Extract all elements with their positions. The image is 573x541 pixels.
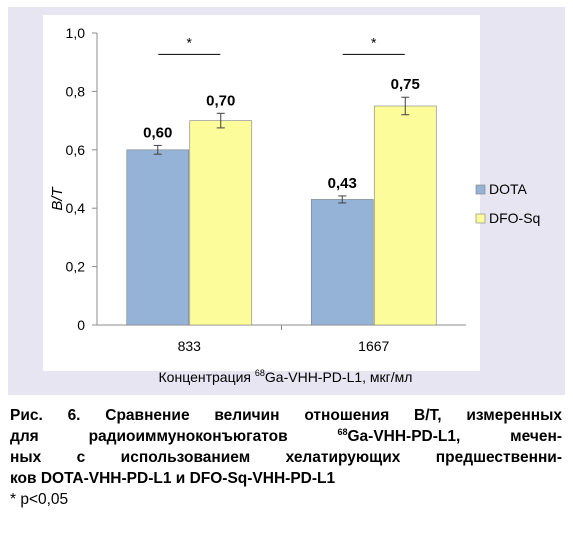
caption-line-2: для радиоиммуноконъюгатов 68Ga-VHH-PD-L1… [10, 426, 562, 447]
bar-dfo-sq [189, 120, 253, 326]
bar-chart: 0 0,2 0,4 0,6 0,8 1,0 B/T 833 0,60 0,70 * 1667 0,43 0… [8, 7, 565, 395]
x-tick-label: 1667 [358, 338, 389, 354]
y-tick-label: 0 [77, 317, 85, 333]
data-label: 0,43 [328, 175, 357, 192]
bar-dfo-sq [373, 105, 437, 326]
significance-star: * [187, 34, 193, 50]
caption-line-2-text: для радиоиммуноконъюгатов [10, 428, 338, 445]
bar-dota [310, 199, 374, 326]
chart-frame: 0 0,2 0,4 0,6 0,8 1,0 B/T 833 0,60 0,70 * 1667 0,43 0… [8, 7, 565, 395]
caption-line-1: Рис. 6. Сравнение величин отношения B/T,… [10, 407, 562, 424]
y-tick-label: 1,0 [66, 25, 86, 41]
data-label: 0,75 [391, 76, 420, 93]
caption-superscript: 68 [337, 427, 348, 437]
data-label: 0,70 [206, 92, 235, 109]
y-tick-label: 0,4 [66, 200, 86, 216]
legend-swatch-dfo-sq [475, 213, 486, 224]
caption-line-2-text-b: Ga-VHH-PD-L1, мечен- [347, 428, 562, 445]
bar-dota [126, 149, 190, 326]
x-tick-label: 833 [178, 338, 202, 354]
y-tick-label: 0,6 [66, 142, 86, 158]
legend-swatch-dota [475, 184, 486, 195]
caption-line-4: ков DOTA-VHH-PD-L1 и DFO-Sq-VHH-PD-L1 [10, 470, 336, 487]
significance-star: * [371, 34, 377, 50]
data-label: 0,60 [143, 124, 172, 141]
x-axis-label: Концентрация 68Ga-VHH-PD-L1, мкг/мл [159, 368, 413, 385]
legend-label-dfo-sq: DFO-Sq [489, 210, 540, 226]
legend-label-dota: DOTA [489, 181, 528, 197]
y-axis-label: B/T [49, 185, 66, 210]
significance-note: * p<0,05 [10, 491, 69, 508]
caption-line-3: ных с использованием хелатирующих предше… [10, 449, 562, 466]
figure-caption: Рис. 6. Сравнение величин отношения B/T,… [10, 405, 562, 510]
y-tick-label: 0,8 [66, 83, 86, 99]
y-tick-label: 0,2 [66, 259, 86, 275]
